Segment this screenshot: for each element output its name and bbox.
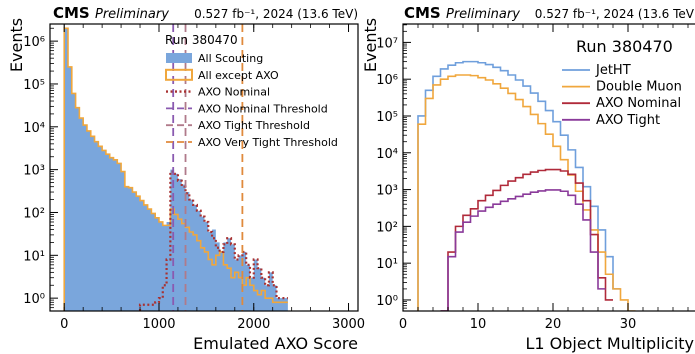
cms-label: CMS xyxy=(53,4,90,22)
legend-label: AXO Very Tight Threshold xyxy=(198,136,338,149)
legend-swatch xyxy=(165,68,193,81)
x-tick-label: 2000 xyxy=(237,317,270,332)
legend-label: Double Muon xyxy=(596,80,682,95)
legend-label: AXO Tight xyxy=(596,113,660,128)
y-tick-label: 10⁰ xyxy=(376,294,398,309)
x-tick-label: 30 xyxy=(620,317,637,332)
left-x-axis-label: Emulated AXO Score xyxy=(193,334,358,353)
legend-label: AXO Tight Threshold xyxy=(198,119,310,132)
lumi-label: 0.527 fb⁻¹, 2024 (13.6 TeV xyxy=(535,7,695,21)
y-tick-label: 10⁵ xyxy=(23,78,45,93)
left-panel: CMS Preliminary 0.527 fb⁻¹, 2024 (13.6 T… xyxy=(7,4,365,353)
series-axo-tight xyxy=(439,189,606,311)
series-axo-nominal xyxy=(138,170,288,311)
legend-label: AXO Nominal Threshold xyxy=(198,102,328,115)
preliminary-label: Preliminary xyxy=(446,7,520,22)
y-tick-label: 10¹ xyxy=(376,257,398,272)
right-panel: CMS Preliminary 0.527 fb⁻¹, 2024 (13.6 T… xyxy=(361,4,695,353)
left-legend: Run 380470 All Scouting All except AXO AXO… xyxy=(165,33,338,149)
y-tick-label: 10² xyxy=(23,206,45,221)
series-jetht xyxy=(417,60,621,311)
left-y-axis-label: Events xyxy=(7,18,26,72)
x-tick-label: 0 xyxy=(60,317,68,332)
right-x-axis-label: L1 Object Multiplicity xyxy=(525,334,694,353)
y-tick-label: 10⁶ xyxy=(376,73,398,88)
lumi-label: 0.527 fb⁻¹, 2024 (13.6 TeV) xyxy=(194,7,358,21)
right-plot-marks xyxy=(417,60,636,311)
cms-label: CMS xyxy=(404,4,441,22)
series-all-scouting xyxy=(64,28,288,311)
y-tick-label: 10³ xyxy=(376,184,398,199)
y-tick-label: 10⁷ xyxy=(376,36,398,51)
x-tick-label: 10 xyxy=(470,317,487,332)
legend-swatch xyxy=(166,53,192,63)
x-tick-label: 20 xyxy=(545,317,562,332)
preliminary-label: Preliminary xyxy=(95,7,169,22)
y-tick-label: 10² xyxy=(376,220,398,235)
x-tick-label: 3000 xyxy=(332,317,365,332)
y-tick-label: 10¹ xyxy=(23,249,45,264)
x-tick-label: 0 xyxy=(399,317,407,332)
series-axo-nominal xyxy=(439,168,613,311)
y-tick-label: 10⁵ xyxy=(376,110,398,125)
y-tick-label: 10⁴ xyxy=(376,147,398,162)
y-tick-label: 10⁰ xyxy=(23,292,45,307)
left-legend-title: Run 380470 xyxy=(165,33,238,47)
right-axis-ticks: 0 10 20 30 10⁰ 10¹ 10² 10³ 10⁴ 10⁵ 10⁶ 10⁷ xyxy=(376,24,689,332)
x-tick-label: 1000 xyxy=(142,317,175,332)
legend-label: JetHT xyxy=(595,63,631,78)
y-tick-label: 10⁶ xyxy=(23,35,45,50)
y-tick-label: 10³ xyxy=(23,164,45,179)
legend-label: All except AXO xyxy=(198,69,279,82)
right-y-axis-label: Events xyxy=(361,18,380,72)
left-axis-ticks: 0 1000 2000 3000 10⁰ 10¹ 10² 10³ 10⁴ 10⁵ 10⁶ xyxy=(23,24,365,332)
left-plot-frame xyxy=(49,23,359,312)
legend-label: AXO Nominal xyxy=(596,96,681,111)
legend-label: All Scouting xyxy=(198,52,263,65)
legend-label: AXO Nominal xyxy=(198,86,270,99)
left-plot-marks xyxy=(63,24,288,311)
right-plot-frame xyxy=(402,23,695,312)
right-legend-title: Run 380470 xyxy=(576,37,673,56)
y-tick-label: 10⁴ xyxy=(23,121,45,136)
